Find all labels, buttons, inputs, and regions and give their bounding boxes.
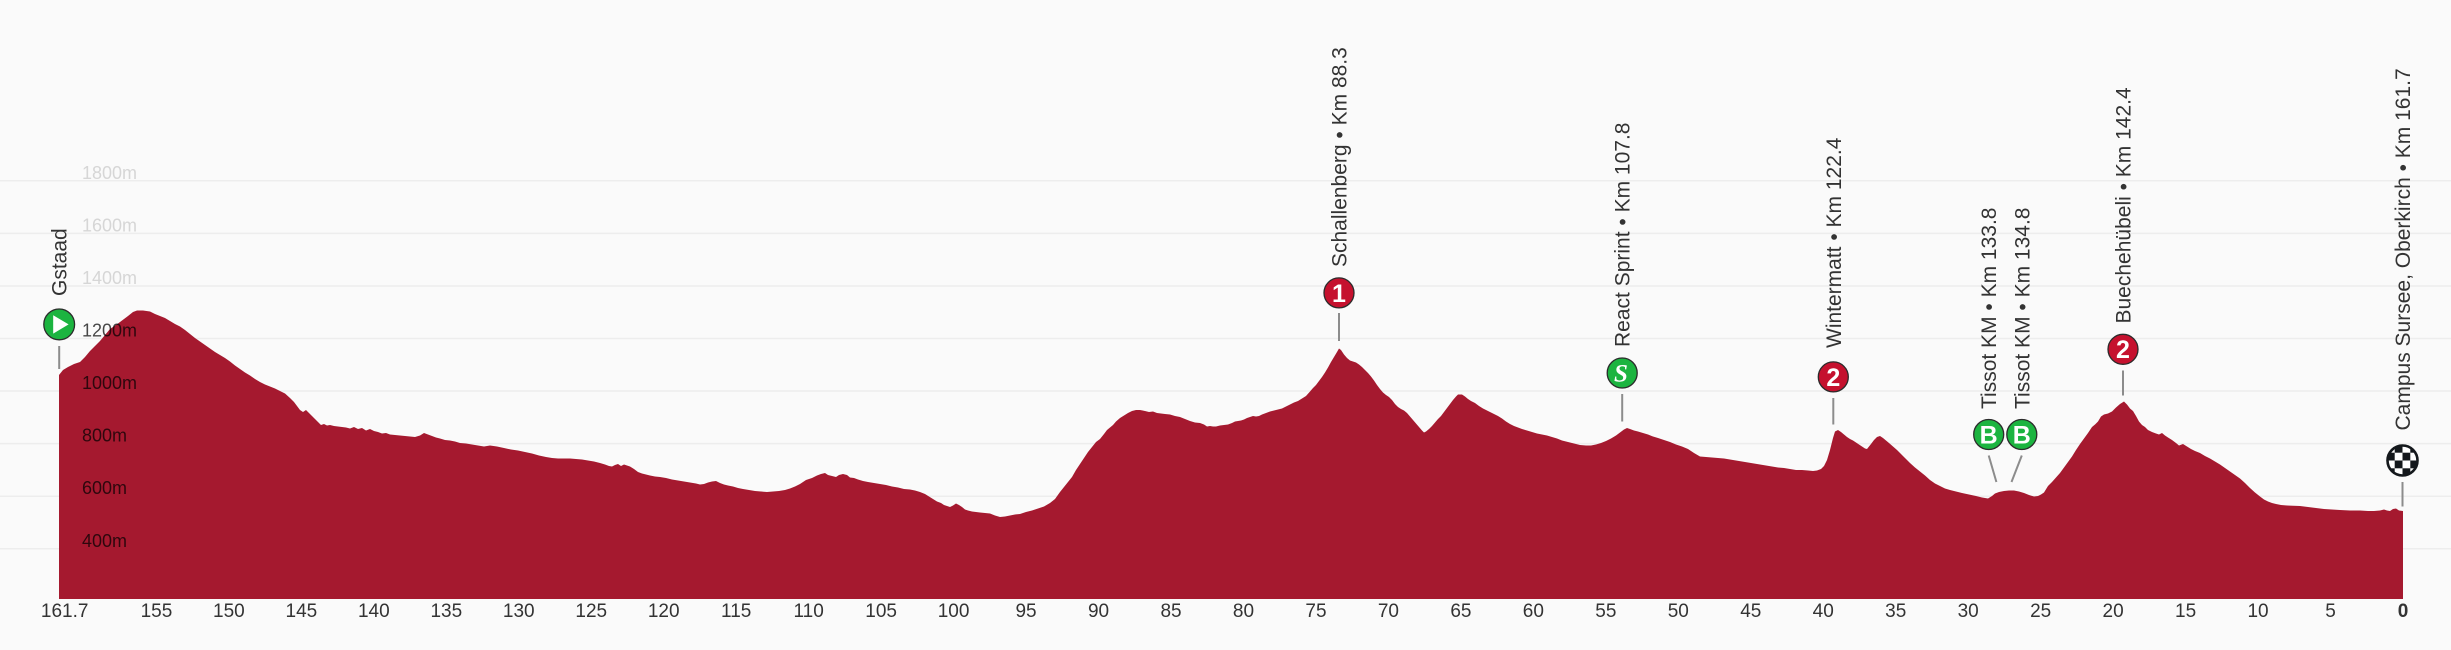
svg-text:20: 20 [2103, 601, 2124, 622]
svg-text:Gstaad: Gstaad [49, 228, 72, 296]
svg-text:0: 0 [2398, 601, 2409, 622]
svg-text:130: 130 [503, 601, 535, 622]
svg-text:100: 100 [938, 601, 970, 622]
svg-text:110: 110 [794, 601, 824, 622]
svg-text:90: 90 [1088, 601, 1109, 622]
svg-text:Campus Sursee, Oberkirch • Km: Campus Sursee, Oberkirch • Km 161.7 [2392, 68, 2415, 430]
svg-text:150: 150 [213, 601, 245, 622]
svg-text:65: 65 [1450, 601, 1471, 622]
svg-text:B: B [2013, 421, 2031, 449]
svg-text:Buechehübeli • Km 142.4: Buechehübeli • Km 142.4 [2113, 87, 2136, 323]
svg-text:Schallenberg • Km 88.3: Schallenberg • Km 88.3 [1329, 47, 1352, 267]
svg-text:45: 45 [1740, 601, 1761, 622]
svg-text:70: 70 [1378, 601, 1399, 622]
svg-text:400m: 400m [82, 531, 127, 551]
svg-text:800m: 800m [82, 426, 127, 446]
svg-text:161.7: 161.7 [41, 601, 89, 622]
svg-text:1: 1 [1332, 280, 1346, 308]
svg-text:5: 5 [2325, 601, 2336, 622]
svg-text:600m: 600m [82, 478, 127, 498]
svg-text:Wintermatt • Km 122.4: Wintermatt • Km 122.4 [1823, 137, 1846, 348]
svg-text:B: B [1980, 421, 1998, 449]
svg-text:1800m: 1800m [82, 163, 137, 183]
svg-text:2: 2 [2116, 336, 2130, 364]
svg-text:2: 2 [1826, 364, 1840, 392]
svg-text:1000m: 1000m [82, 373, 137, 393]
svg-text:105: 105 [865, 601, 897, 622]
svg-text:10: 10 [2247, 601, 2268, 622]
svg-text:1400m: 1400m [82, 268, 137, 288]
svg-text:Tissot KM • Km 134.8: Tissot KM • Km 134.8 [2011, 208, 2034, 409]
svg-text:95: 95 [1015, 601, 1036, 622]
svg-text:40: 40 [1813, 601, 1834, 622]
svg-text:55: 55 [1595, 601, 1616, 622]
svg-text:145: 145 [286, 601, 318, 622]
svg-text:140: 140 [358, 601, 390, 622]
svg-text:1200m: 1200m [82, 321, 137, 341]
svg-text:S: S [1614, 361, 1628, 388]
svg-text:15: 15 [2175, 601, 2196, 622]
svg-text:React Sprint • Km 107.8: React Sprint • Km 107.8 [1612, 123, 1635, 347]
svg-text:85: 85 [1160, 601, 1181, 622]
svg-text:80: 80 [1233, 601, 1254, 622]
svg-text:50: 50 [1668, 601, 1689, 622]
svg-text:135: 135 [430, 601, 462, 622]
svg-text:30: 30 [1958, 601, 1979, 622]
svg-text:75: 75 [1305, 601, 1326, 622]
svg-text:60: 60 [1523, 601, 1544, 622]
svg-text:155: 155 [141, 601, 173, 622]
svg-text:120: 120 [648, 601, 680, 622]
svg-text:125: 125 [575, 601, 607, 622]
svg-text:115: 115 [721, 601, 751, 622]
svg-text:25: 25 [2030, 601, 2051, 622]
svg-text:1600m: 1600m [82, 215, 137, 235]
svg-text:35: 35 [1885, 601, 1906, 622]
svg-text:Tissot KM • Km 133.8: Tissot KM • Km 133.8 [1978, 208, 2001, 409]
